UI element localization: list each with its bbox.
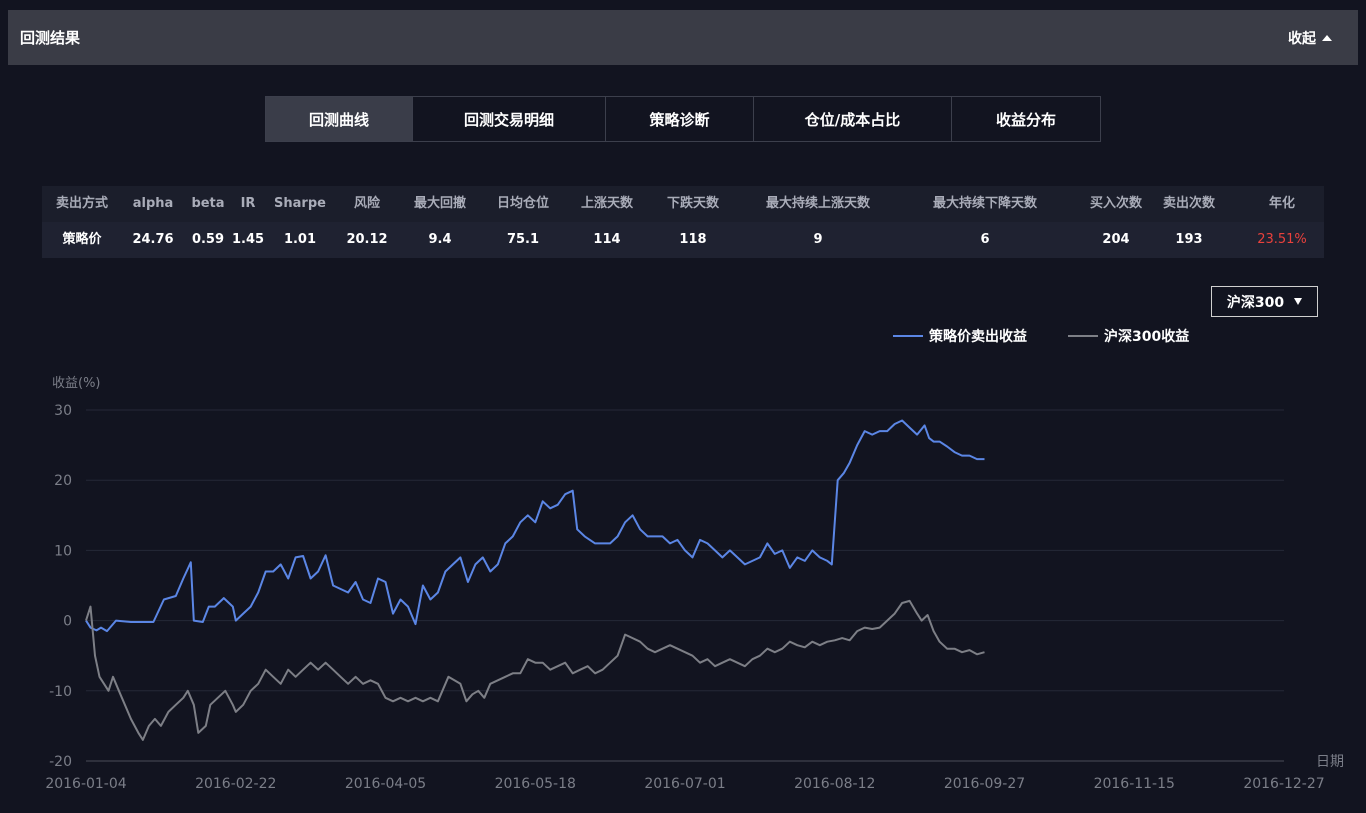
x-tick-label: 2016-12-27 (1243, 776, 1324, 792)
benchmark-select-value: 沪深300 (1226, 294, 1285, 311)
y-tick-label: 10 (54, 543, 72, 559)
stats-value-cell: 118 (679, 232, 707, 247)
tab-strategy-diagnosis[interactable]: 策略诊断 (606, 97, 754, 141)
stats-value-cell: 6 (980, 232, 990, 247)
y-tick-label: 0 (63, 614, 72, 630)
stats-value-cell: 策略价 (62, 232, 102, 247)
stats-header-cell: alpha (132, 196, 174, 211)
stats-header-cell: 买入次数 (1089, 196, 1142, 211)
return-chart: -20 -10 0 10 20 30 收益(%) 日期 2016-01-04 2016-02-22… (45, 376, 1344, 792)
stats-header-cell: 年化 (1268, 196, 1295, 211)
stats-header-cell: Sharpe (274, 196, 326, 211)
x-tick-label: 2016-08-12 (794, 776, 875, 792)
result-tabs: 回测曲线 回测交易明细 策略诊断 仓位/成本占比 收益分布 (265, 96, 1101, 142)
y-tick-label: 20 (54, 473, 72, 489)
legend-benchmark[interactable]: 沪深300收益 (1068, 326, 1189, 346)
stats-header-cell: 卖出方式 (55, 196, 108, 211)
stats-header-cell: 最大持续下降天数 (932, 196, 1037, 211)
legend-strategy-label: 策略价卖出收益 (929, 329, 1027, 345)
stats-header-cell: 卖出次数 (1162, 196, 1215, 211)
y-axis-title: 收益(%) (52, 376, 101, 391)
stats-value-cell: 114 (593, 232, 621, 247)
stats-value-cell: 9.4 (428, 232, 452, 247)
stats-header-cell: beta (191, 196, 225, 211)
stats-value-cell: 20.12 (346, 232, 388, 247)
x-tick-label: 2016-04-05 (345, 776, 426, 792)
benchmark-select[interactable]: 沪深300 (1211, 286, 1318, 317)
panel-title: 回测结果 (20, 29, 81, 47)
x-axis-title: 日期 (1316, 754, 1344, 770)
legend-strategy[interactable]: 策略价卖出收益 (893, 326, 1027, 346)
stats-header-cell: IR (240, 196, 256, 211)
x-tick-label: 2016-05-18 (495, 776, 576, 792)
stats-value-cell: 9 (813, 232, 823, 247)
x-tick-label: 2016-11-15 (1094, 776, 1175, 792)
stats-header-cell: 上涨天数 (580, 196, 633, 211)
x-tick-label: 2016-01-04 (45, 776, 126, 792)
legend-benchmark-label: 沪深300收益 (1104, 329, 1190, 345)
collapse-label: 收起 (1288, 30, 1316, 47)
benchmark-return-line (85, 599, 985, 741)
chevron-down-icon (1294, 298, 1303, 305)
stats-value-cell: 75.1 (506, 232, 540, 247)
y-tick-label: -10 (49, 684, 72, 700)
stats-value-row: 策略价 24.76 0.59 1.45 1.01 20.12 9.4 75.1 114 118 9 6… (42, 222, 1324, 258)
x-tick-label: 2016-07-01 (644, 776, 725, 792)
stats-value-cell: 1.45 (232, 232, 265, 247)
collapse-button[interactable]: 收起 (1288, 28, 1332, 48)
stats-value-cell: 193 (1175, 232, 1203, 247)
stats-header-cell: 下跌天数 (666, 196, 719, 211)
stats-value-cell: 23.51% (1257, 232, 1307, 247)
caret-up-icon (1322, 34, 1332, 41)
stats-value-cell: 204 (1102, 232, 1130, 247)
stats-header-cell: 最大回撤 (413, 196, 466, 211)
tab-position-cost[interactable]: 仓位/成本占比 (754, 97, 952, 141)
stats-header-row: 卖出方式 alpha beta IR Sharpe 风险 最大回撤 日均仓位 上涨天数 下跌天数 最… (42, 186, 1324, 222)
stats-header-cell: 日均仓位 (496, 196, 549, 211)
stats-value-cell: 0.59 (191, 232, 225, 247)
stats-table: 卖出方式 alpha beta IR Sharpe 风险 最大回撤 日均仓位 上涨天数 下跌天数 最… (42, 186, 1324, 258)
tab-trade-details[interactable]: 回测交易明细 (413, 97, 606, 141)
tab-return-distribution[interactable]: 收益分布 (952, 97, 1100, 141)
legend-benchmark-swatch (1068, 335, 1098, 337)
x-tick-label: 2016-09-27 (944, 776, 1025, 792)
legend-strategy-swatch (893, 335, 923, 337)
strategy-return-line (85, 419, 985, 633)
y-tick-label: 30 (54, 403, 72, 419)
stats-value-cell: 24.76 (132, 232, 174, 247)
stats-header-cell: 风险 (353, 196, 380, 211)
tab-backtest-curve[interactable]: 回测曲线 (266, 97, 413, 141)
panel-header: 回测结果 收起 (8, 10, 1358, 65)
stats-value-cell: 1.01 (283, 232, 317, 247)
y-tick-label: -20 (49, 754, 72, 770)
x-tick-label: 2016-02-22 (195, 776, 276, 792)
stats-header-cell: 最大持续上涨天数 (765, 196, 870, 211)
